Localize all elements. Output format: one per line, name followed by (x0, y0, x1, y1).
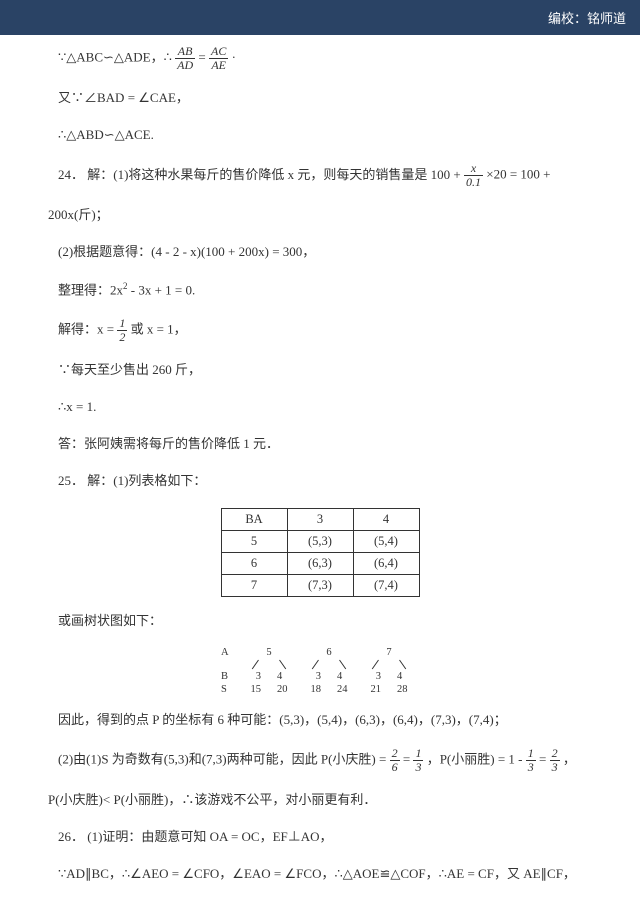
angle-equality-line: 又∵∠BAD = ∠CAE， (48, 88, 592, 109)
similarity-line-1: ∵△ABC∽△ADE，∴ AB AD = AC AE · (48, 45, 592, 72)
q24-answer: 答：张阿姨需将每斤的售价降低 1 元． (48, 434, 592, 455)
conclusion-similarity: ∴△ABD∽△ACE. (48, 125, 592, 146)
tree-diagram: A 5 6 7 B 34 34 34 (48, 647, 592, 696)
q26-line1: 26． (1)证明：由题意可知 OA = OC，EF⊥AO， (48, 827, 592, 848)
fraction-1-2: 1 2 (117, 317, 127, 344)
q24-part1: 24． 解：(1)将这种水果每斤的售价降低 x 元，则每天的销售量是 100 +… (48, 162, 592, 189)
document-content: ∵△ABC∽△ADE，∴ AB AD = AC AE · 又∵∠BAD = ∠C… (0, 35, 640, 885)
header-credit: 编校：铭师道 (548, 11, 626, 26)
table-row: 6 (6,3) (6,4) (221, 552, 419, 574)
fraction-ab-ad: AB AD (175, 45, 195, 72)
table-row: 5 (5,3) (5,4) (221, 530, 419, 552)
tree-intro: 或画树状图如下： (48, 611, 592, 632)
fraction-1-3b: 1 3 (526, 747, 536, 774)
table-row: BA 3 4 (221, 508, 419, 530)
fraction-2-3: 2 3 (550, 747, 560, 774)
q25-intro: 25． 解：(1)列表格如下： (48, 471, 592, 492)
page-header: 编校：铭师道 (0, 0, 640, 35)
q24-quadratic: 整理得：2x2 - 3x + 1 = 0. (48, 279, 592, 301)
q25-outcomes: 因此，得到的点 P 的坐标有 6 种可能：(5,3)，(5,4)，(6,3)，(… (48, 710, 592, 731)
fraction-ac-ae: AC AE (209, 45, 228, 72)
outcome-table: BA 3 4 5 (5,3) (5,4) 6 (6,3) (6,4) 7 (7,… (221, 508, 420, 597)
q25-probability: (2)由(1)S 为奇数有(5,3)和(7,3)两种可能，因此 P(小庆胜) =… (48, 747, 592, 774)
table-row: 7 (7,3) (7,4) (221, 574, 419, 596)
q25-conclusion: P(小庆胜)< P(小丽胜)，∴该游戏不公平，对小丽更有利． (48, 790, 592, 811)
q24-eq: (2)根据题意得：(4 - 2 - x)(100 + 200x) = 300， (48, 242, 592, 263)
fraction-1-3a: 1 3 (413, 747, 423, 774)
q24-result: ∴x = 1. (48, 397, 592, 418)
fraction-2-6: 2 6 (390, 747, 400, 774)
q26-line2: ∵AD∥BC，∴∠AEO = ∠CFO，∠EAO = ∠FCO，∴△AOE≌△C… (48, 864, 592, 885)
q24-solutions: 解得：x = 1 2 或 x = 1， (48, 317, 592, 344)
fraction-x-01: x 0.1 (464, 162, 483, 189)
q24-200x: 200x(斤)； (48, 205, 592, 226)
q24-constraint: ∵每天至少售出 260 斤， (48, 360, 592, 381)
